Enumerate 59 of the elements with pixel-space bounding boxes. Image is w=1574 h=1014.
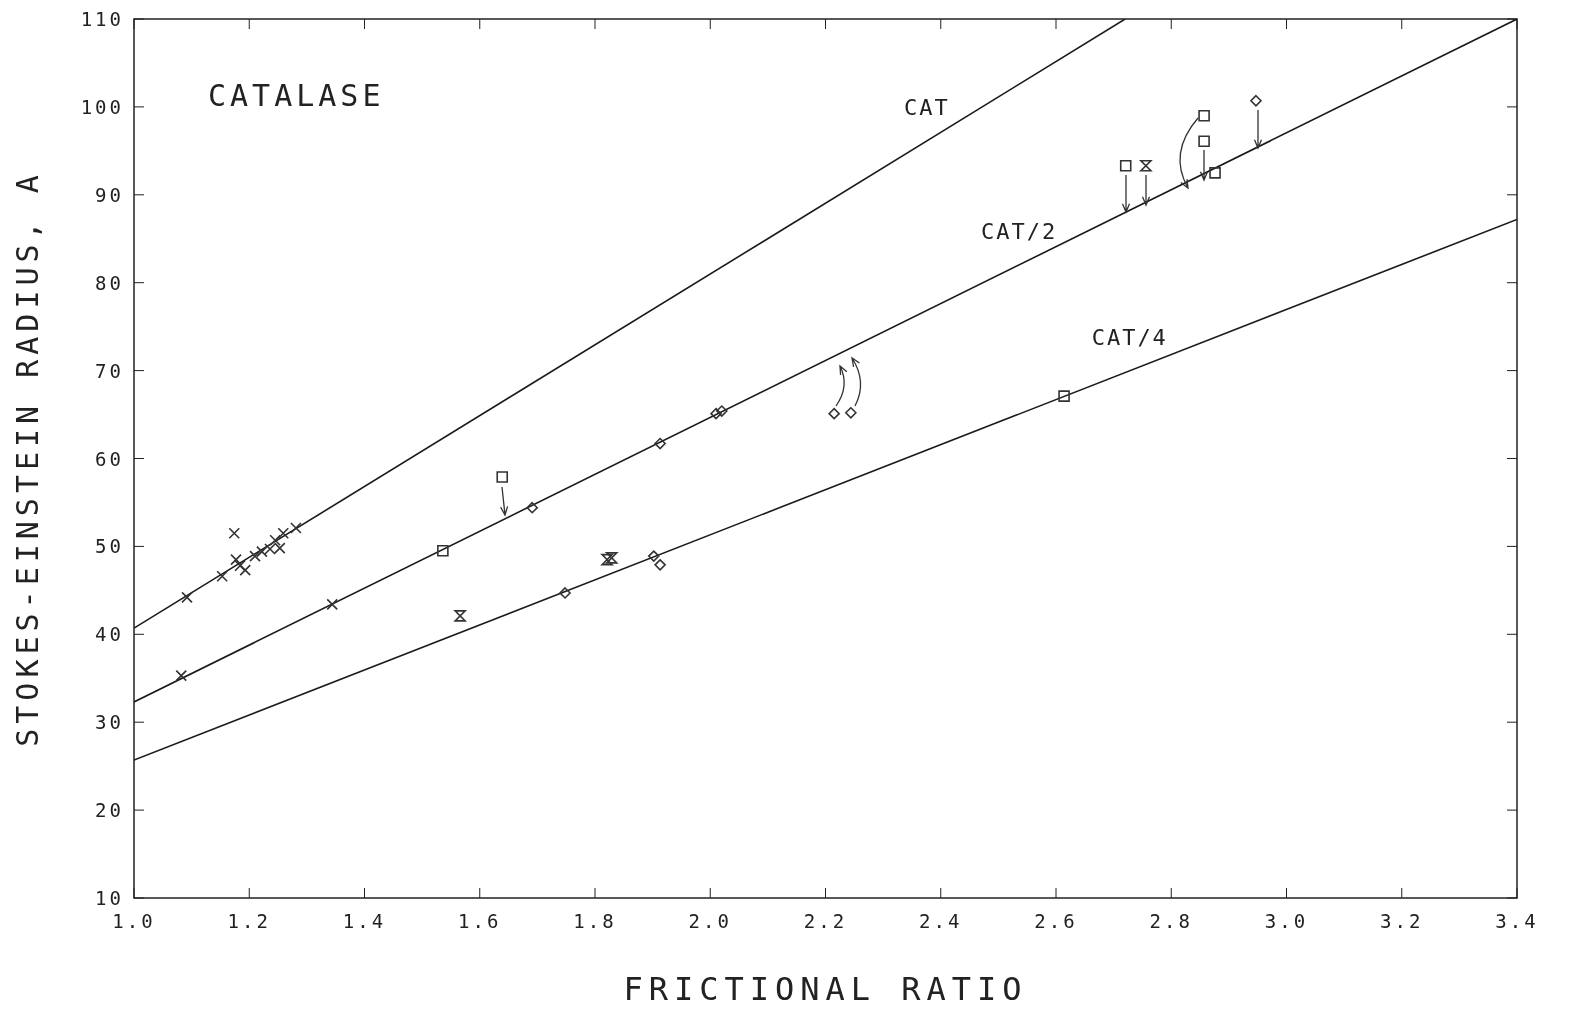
x-tick-label: 1.0	[112, 910, 156, 932]
point	[326, 598, 339, 611]
point	[1209, 167, 1221, 179]
y-tick-label: 100	[80, 95, 124, 118]
point	[1119, 159, 1132, 172]
y-tick-label: 10	[95, 887, 124, 909]
point	[601, 553, 613, 566]
x-tick-label: 2.4	[919, 910, 963, 932]
y-tick-label: 40	[95, 623, 124, 646]
y-tick-label: 90	[95, 183, 124, 206]
point	[175, 669, 188, 682]
y-tick-label: 20	[95, 799, 124, 822]
series-label: CAT/2	[981, 218, 1058, 244]
x-tick-label: 1.4	[342, 910, 387, 932]
x-tick-label: 2.6	[1034, 910, 1078, 932]
point	[654, 559, 666, 571]
point	[654, 437, 666, 450]
point	[239, 564, 252, 576]
y-tick-label: 60	[95, 447, 124, 470]
y-axis-title: STOKES-EINSTEIN RADIUS, A	[10, 170, 45, 747]
point	[1250, 94, 1262, 107]
y-tick-label: 80	[95, 271, 124, 294]
x-axis-title: FRICTIONAL RATIO	[623, 970, 1028, 1008]
x-tick-label: 2.8	[1149, 910, 1193, 932]
point	[1198, 135, 1210, 147]
y-tick-label: 110	[80, 8, 124, 30]
point	[526, 501, 538, 514]
point	[647, 550, 660, 562]
x-tick-label: 2.0	[688, 910, 732, 932]
x-tick-label: 1.6	[458, 910, 502, 932]
point	[437, 544, 449, 557]
point	[496, 471, 509, 483]
point	[715, 405, 728, 417]
text: CATALASE	[208, 78, 385, 113]
point	[1140, 159, 1152, 172]
x-tick-label: 3.4	[1495, 910, 1539, 932]
point	[454, 610, 466, 622]
point	[216, 570, 228, 583]
x-tick-label: 1.8	[573, 910, 617, 932]
point	[249, 550, 261, 562]
x-tick-label: 2.2	[803, 910, 848, 932]
point	[828, 407, 840, 420]
x-tick-label: 1.2	[227, 910, 271, 932]
point	[710, 407, 722, 420]
point	[230, 553, 242, 566]
point	[228, 527, 241, 540]
series-label: CAT/4	[1091, 324, 1168, 350]
y-tick-label: 50	[95, 535, 124, 558]
point	[181, 591, 193, 604]
x-tick-label: 3.2	[1380, 910, 1424, 932]
point	[269, 534, 281, 547]
y-tick-label: 30	[95, 711, 124, 734]
series-label: CAT	[904, 94, 950, 120]
x-tick-label: 3.0	[1264, 910, 1309, 932]
y-tick-label: 70	[95, 359, 124, 382]
point	[605, 552, 618, 564]
point	[845, 406, 857, 419]
point	[1058, 390, 1070, 402]
point	[1198, 109, 1210, 122]
